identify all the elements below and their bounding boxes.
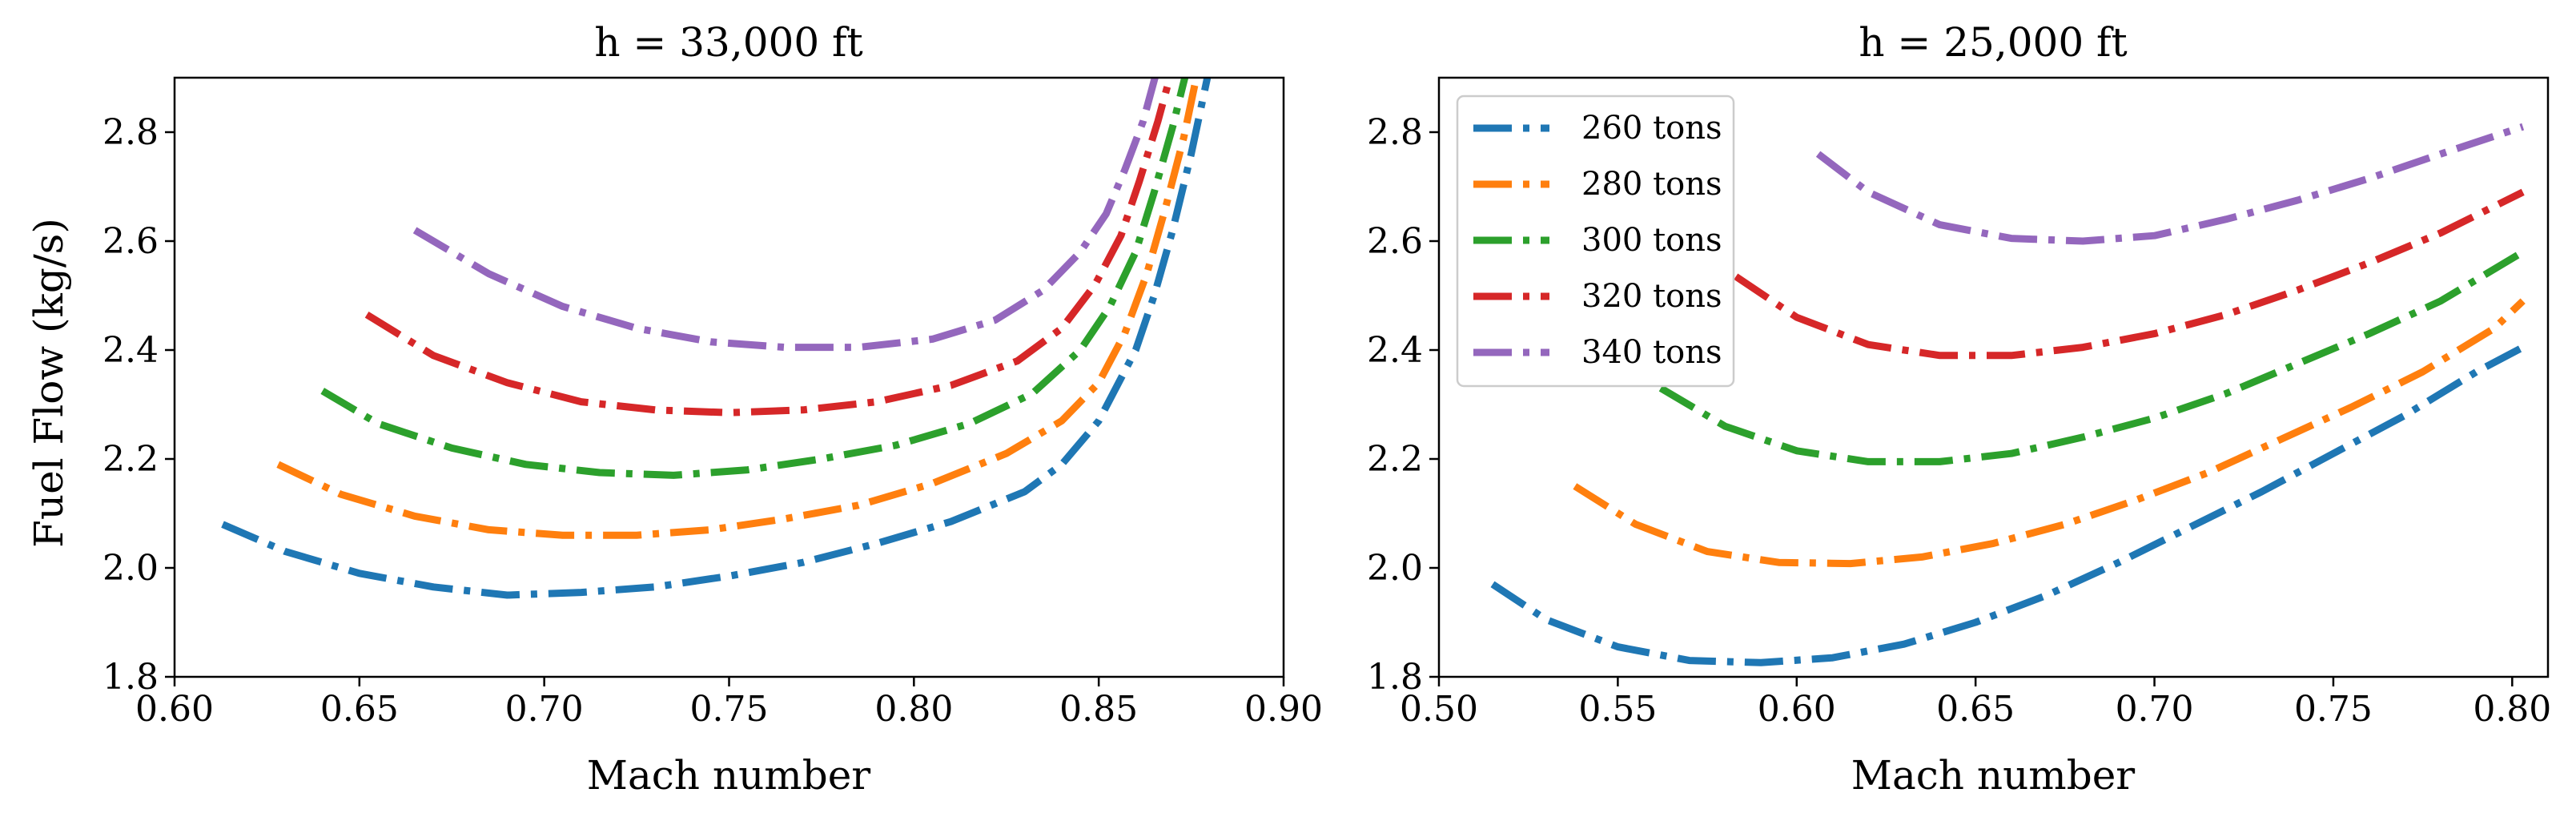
x-tick-label: 0.85 bbox=[1059, 689, 1138, 730]
x-tick-label: 0.90 bbox=[1244, 689, 1323, 730]
legend-items: 260 tons 280 tons 300 tons 320 tons 340 tons bbox=[1473, 110, 1722, 371]
x-tick-label: 0.55 bbox=[1578, 689, 1657, 730]
series-group bbox=[221, 78, 1212, 599]
y-tick-label: 1.8 bbox=[1367, 657, 1423, 698]
y-tick-label: 2.8 bbox=[102, 112, 159, 153]
tick-group: 0.60 0.65 0.70 0.75 0.80 0.85 0.90 1.8 2.0 2.2 2.4… bbox=[102, 112, 1323, 730]
y-tick-label: 2.8 bbox=[1367, 112, 1423, 153]
legend-label: 340 tons bbox=[1581, 334, 1722, 371]
y-axis-label: Fuel Flow (kg/s) bbox=[26, 218, 72, 548]
y-tick-label: 2.2 bbox=[1367, 439, 1423, 480]
series-line-340-tons bbox=[412, 78, 1159, 352]
x-tick-label: 0.75 bbox=[2294, 689, 2373, 730]
y-tick-label: 2.6 bbox=[1367, 221, 1423, 262]
legend-label: 280 tons bbox=[1581, 166, 1722, 203]
legend-label: 320 tons bbox=[1581, 278, 1722, 315]
x-axis-label: Mach number bbox=[1851, 752, 2136, 799]
y-tick-label: 2.0 bbox=[1367, 548, 1423, 589]
series-line-340-tons bbox=[1815, 123, 2525, 245]
tick-group: 0.50 0.55 0.60 0.65 0.70 0.75 0.80 1.8 2.0 2.2 2.4… bbox=[1367, 112, 2551, 730]
y-tick-label: 2.0 bbox=[102, 548, 159, 589]
y-tick-label: 2.4 bbox=[1367, 330, 1423, 371]
x-tick-label: 0.65 bbox=[1936, 689, 2015, 730]
legend: 260 tons 280 tons 300 tons 320 tons 340 tons bbox=[1456, 95, 1735, 388]
x-tick-label: 0.80 bbox=[2473, 689, 2551, 730]
series-line-260-tons bbox=[1490, 344, 2525, 666]
x-tick-label: 0.70 bbox=[505, 689, 584, 730]
y-tick-label: 2.4 bbox=[102, 330, 159, 371]
y-tick-label: 2.6 bbox=[102, 221, 159, 262]
x-tick-label: 0.50 bbox=[1400, 689, 1478, 730]
plot-frame bbox=[173, 76, 1285, 678]
panel-title: h = 25,000 ft bbox=[1859, 19, 2127, 66]
x-tick-label: 0.75 bbox=[690, 689, 769, 730]
panel-h25000: h = 25,000 ft Mach number 0.50 0.55 0.60 0.… bbox=[1367, 19, 2551, 799]
x-tick-label: 0.60 bbox=[1758, 689, 1836, 730]
x-tick-label: 0.70 bbox=[2116, 689, 2194, 730]
plot-frame bbox=[1437, 76, 2550, 678]
legend-box bbox=[1456, 95, 1735, 388]
series-line-320-tons bbox=[364, 78, 1174, 417]
x-tick-label: 0.65 bbox=[320, 689, 399, 730]
series-line-280-tons bbox=[1573, 298, 2526, 568]
y-tick-label: 1.8 bbox=[102, 657, 159, 698]
series-line-280-tons bbox=[276, 78, 1200, 539]
series-line-260-tons bbox=[221, 78, 1212, 599]
series-line-300-tons bbox=[320, 78, 1189, 479]
panel-title: h = 33,000 ft bbox=[594, 19, 862, 66]
y-tick-label: 2.2 bbox=[102, 439, 159, 480]
panel-h33000: h = 33,000 ft Mach number Fuel Flow (kg/… bbox=[26, 19, 1323, 799]
series-line-320-tons bbox=[1734, 188, 2525, 360]
x-tick-label: 0.60 bbox=[135, 689, 214, 730]
legend-label: 260 tons bbox=[1581, 110, 1722, 147]
series-line-300-tons bbox=[1658, 248, 2526, 465]
series-group bbox=[1490, 123, 2526, 666]
legend-label: 300 tons bbox=[1581, 222, 1722, 259]
x-axis-label: Mach number bbox=[587, 752, 871, 799]
x-tick-label: 0.80 bbox=[874, 689, 953, 730]
